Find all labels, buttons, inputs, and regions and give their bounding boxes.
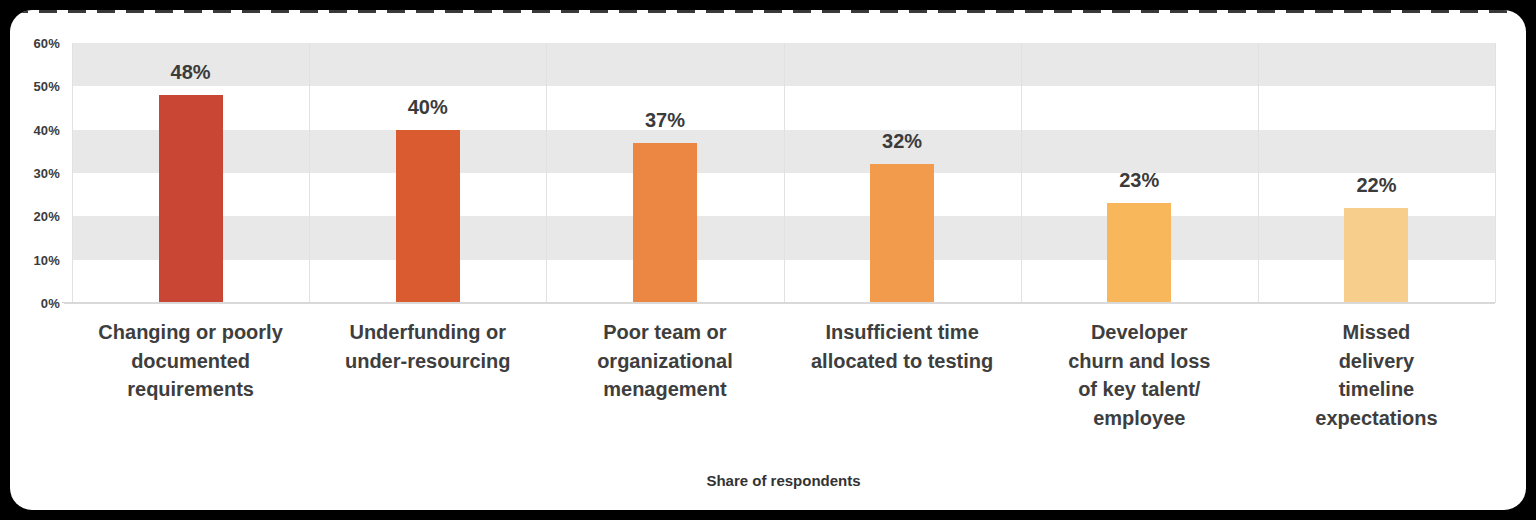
vertical-gridline [1495, 43, 1496, 303]
bar-value-label: 40% [408, 97, 448, 117]
bar [633, 143, 697, 303]
category-label: Missed delivery timeline expectations [1258, 318, 1495, 432]
bar [1344, 208, 1408, 303]
category-label: Changing or poorly documented requiremen… [72, 318, 309, 432]
bar-value-label: 37% [645, 110, 685, 130]
y-tick-label: 50% [33, 79, 60, 94]
y-tick-label: 10% [33, 252, 60, 267]
y-tick-label: 20% [33, 209, 60, 224]
bar-value-label: 22% [1356, 175, 1396, 195]
bar [396, 130, 460, 303]
category-label: Underfunding or under-resourcing [309, 318, 546, 432]
bar-column: 40% [309, 43, 546, 303]
category-label: Poor team or organizational menagement [546, 318, 783, 432]
category-label: Insufficient time allocated to testing [784, 318, 1021, 432]
y-tick-label: 0% [41, 296, 60, 311]
bar [870, 164, 934, 303]
bar [1107, 203, 1171, 303]
category-axis: Changing or poorly documented requiremen… [72, 318, 1495, 432]
bar-value-label: 32% [882, 131, 922, 151]
plot-area: 48% 40% 37% 32% 23% 22% [72, 43, 1495, 303]
bar-value-label: 48% [171, 62, 211, 82]
category-label: Developer churn and loss of key talent/ … [1021, 318, 1258, 432]
bar-column: 23% [1021, 43, 1258, 303]
bar-column: 22% [1258, 43, 1495, 303]
y-axis: 0% 10% 20% 30% 40% 50% 60% [10, 43, 60, 303]
x-axis-title: Share of respondents [72, 472, 1495, 489]
chart-card: 48% 40% 37% 32% 23% 22% 0% 10% 20% 30% 40% 50… [10, 10, 1526, 510]
chart-screenshot: { "colors": { "frame_background": "#0000… [0, 0, 1536, 520]
bar-value-label: 23% [1119, 170, 1159, 190]
y-tick-label: 40% [33, 122, 60, 137]
bar-column: 48% [72, 43, 309, 303]
y-tick-label: 60% [33, 36, 60, 51]
top-dashed-artifact [10, 10, 1526, 13]
x-axis-line [64, 302, 1495, 304]
bar-column: 37% [546, 43, 783, 303]
bar-column: 32% [784, 43, 1021, 303]
y-tick-label: 30% [33, 166, 60, 181]
bar-columns: 48% 40% 37% 32% 23% 22% [72, 43, 1495, 303]
bar [159, 95, 223, 303]
